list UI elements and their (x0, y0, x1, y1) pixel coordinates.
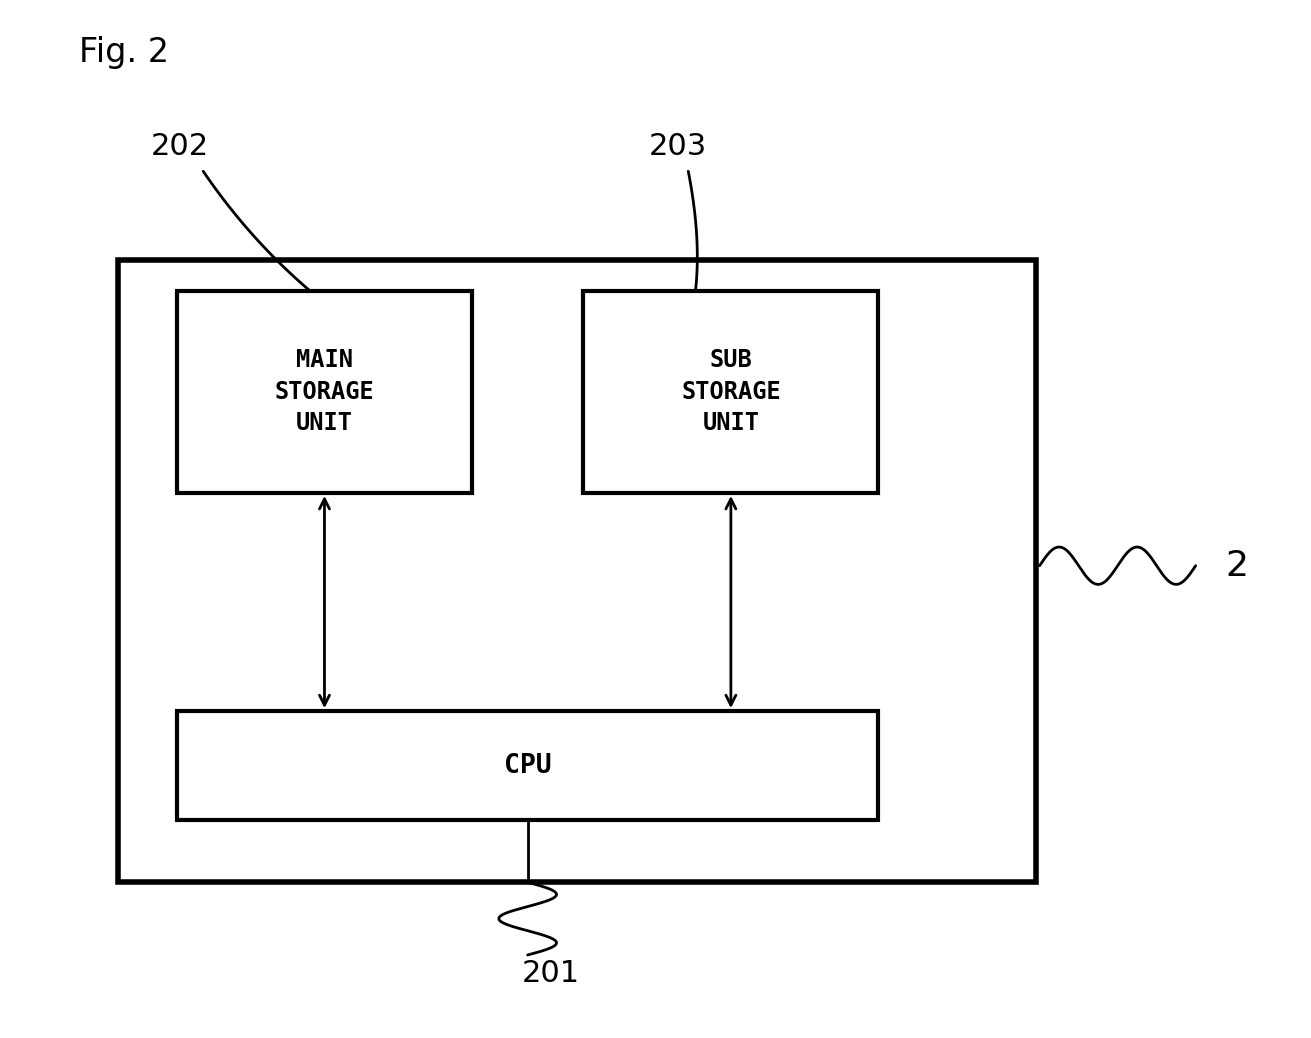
Text: 203: 203 (649, 132, 707, 161)
Bar (177, 711, 878, 820)
Text: 202: 202 (151, 132, 208, 161)
Text: SUB
STORAGE
UNIT: SUB STORAGE UNIT (680, 348, 781, 436)
Text: 2: 2 (1226, 549, 1249, 582)
Text: MAIN
STORAGE
UNIT: MAIN STORAGE UNIT (274, 348, 375, 436)
Bar (177, 291, 472, 493)
Text: 201: 201 (522, 959, 579, 988)
Text: Fig. 2: Fig. 2 (79, 36, 169, 70)
Text: CPU: CPU (503, 753, 552, 778)
Bar (118, 260, 1036, 882)
Bar (583, 291, 878, 493)
